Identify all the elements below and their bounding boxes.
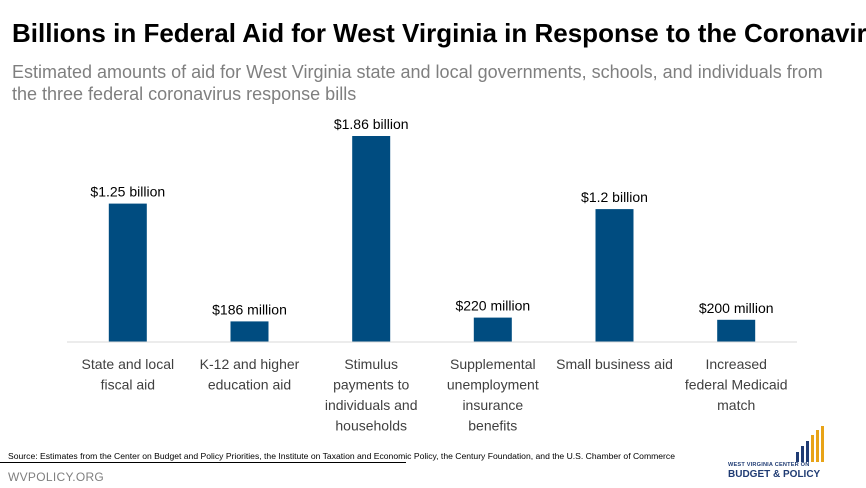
category-labels-group: State and local fiscal aid K-12 and higher…	[81, 356, 787, 434]
bar-6	[717, 319, 756, 342]
data-labels-group: $1.25 billion $186 million $1.86 billion $2…	[90, 116, 773, 317]
logo-text-main: BUDGET & POLICY	[728, 469, 821, 480]
source-divider	[0, 462, 406, 463]
bar-3	[352, 136, 391, 342]
site-url: WVPOLICY.ORG	[8, 470, 105, 484]
logo-bars-icon	[796, 426, 824, 462]
bar-1	[108, 203, 147, 342]
data-label-1: $1.25 billion	[90, 184, 165, 200]
bar-4	[473, 317, 512, 342]
data-label-5: $1.2 billion	[581, 189, 648, 205]
category-label-3: Stimulus payments to individuals and househ…	[325, 356, 418, 434]
wvcbp-logo: WEST VIRGINIA CENTER ON BUDGET & POLICY	[724, 424, 862, 486]
logo-text-top: WEST VIRGINIA CENTER ON	[728, 462, 810, 468]
category-label-4: Supplemental unemployment insurance benefit…	[447, 356, 539, 434]
bars-group	[108, 136, 756, 342]
category-label-5: Small business aid	[556, 356, 673, 372]
category-label-1: State and local fiscal aid	[81, 356, 174, 393]
chart-title: Billions in Federal Aid for West Virgini…	[12, 18, 866, 48]
chart-subtitle: Estimated amounts of aid for West Virgin…	[12, 62, 823, 104]
bar-chart: $1.25 billion $186 million $1.86 billion $2…	[67, 116, 797, 434]
data-label-4: $220 million	[455, 298, 530, 314]
bar-2	[230, 321, 269, 342]
data-label-3: $1.86 billion	[334, 116, 409, 132]
bar-5	[595, 209, 634, 342]
category-label-2: K-12 and higher education aid	[200, 356, 300, 393]
source-note: Source: Estimates from the Center on Bud…	[8, 451, 675, 461]
data-label-6: $200 million	[699, 300, 774, 316]
category-label-6: Increased federal Medicaid match	[685, 356, 788, 413]
data-label-2: $186 million	[212, 301, 287, 317]
